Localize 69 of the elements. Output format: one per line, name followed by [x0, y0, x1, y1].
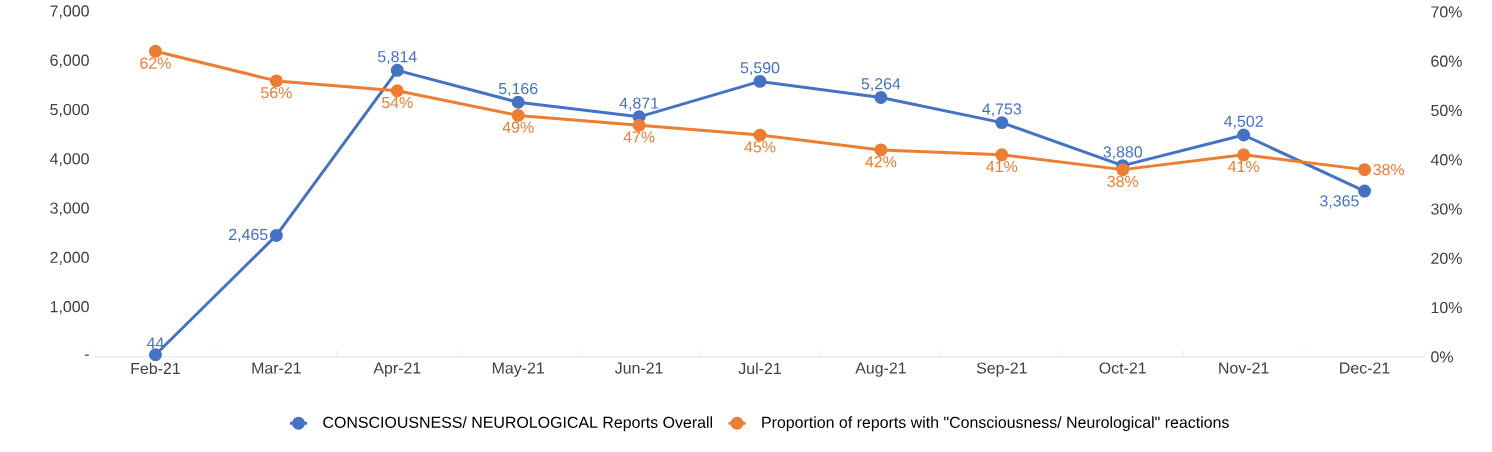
data-label: 3,365 [1320, 195, 1359, 209]
y-tick-label: 7,000 [50, 5, 89, 19]
y2-tick-label: 50% [1431, 104, 1462, 117]
data-label: 62% [140, 57, 171, 69]
data-label: 2,465 [229, 228, 268, 243]
y-tick-label: 5,000 [50, 103, 89, 118]
point [874, 143, 888, 157]
x-tick-label: Apr-21 [373, 362, 421, 377]
point [390, 84, 404, 98]
data-label: 3,880 [1103, 146, 1143, 160]
legend-label: Proportion of reports with "Consciousness/ Neurological" reactions [762, 416, 1229, 432]
data-label: 42% [865, 156, 897, 168]
x-tick-label: Mar-21 [252, 362, 301, 374]
y-tick-label: 4,000 [49, 153, 89, 167]
data-label: 45% [744, 141, 776, 153]
point [632, 118, 646, 132]
point [511, 95, 525, 109]
point [269, 74, 283, 88]
y2-tick-label: 0% [1431, 351, 1453, 363]
x-tick-label: Sep-21 [976, 362, 1027, 377]
y-tick-label: 3,000 [50, 202, 89, 216]
data-label: 4,753 [982, 103, 1022, 117]
data-label: 44 [146, 337, 164, 349]
y-tick-label: - [84, 354, 89, 356]
x-tick-label: Aug-21 [855, 362, 906, 377]
point [753, 74, 767, 88]
point [1237, 148, 1251, 162]
data-label: 38% [1107, 175, 1139, 188]
y-tick-label: 6,000 [50, 54, 89, 68]
point [1237, 128, 1251, 142]
point [874, 91, 888, 104]
point [148, 348, 162, 362]
data-label: 41% [1228, 161, 1260, 173]
data-label: 5,590 [740, 62, 780, 76]
x-tick-label: Feb-21 [131, 362, 180, 375]
legend-label: CONSCIOUSNESS/ NEUROLOGICAL Reports Overall [323, 416, 712, 432]
data-label: 4,502 [1224, 115, 1263, 129]
point [1358, 163, 1372, 177]
x-tick-label: Nov-21 [1219, 362, 1269, 374]
point [269, 228, 283, 242]
data-label: 5,814 [377, 51, 417, 65]
data-label: 47% [623, 131, 655, 143]
x-tick-label: Dec-21 [1340, 362, 1390, 374]
data-label: 5,264 [861, 78, 901, 92]
point [148, 44, 162, 58]
point [1358, 184, 1372, 198]
x-tick-label: May-21 [492, 362, 544, 377]
y2-tick-label: 70% [1431, 6, 1462, 18]
y2-tick-label: 10% [1431, 302, 1462, 314]
y2-tick-label: 60% [1431, 55, 1462, 67]
point [511, 108, 525, 122]
y2-tick-label: 20% [1431, 252, 1462, 265]
x-tick-label: Jul-21 [738, 362, 781, 375]
data-label: 38% [1373, 164, 1405, 176]
point [995, 148, 1009, 162]
y-tick-label: 1,000 [50, 301, 89, 315]
data-label: 54% [381, 96, 413, 109]
point [995, 116, 1009, 130]
data-label: 5,166 [498, 82, 538, 97]
data-label: 4,871 [619, 97, 659, 111]
data-label: 49% [502, 121, 534, 133]
x-tick-label: Oct-21 [1099, 362, 1146, 374]
point [753, 128, 767, 142]
y2-tick-label: 40% [1430, 154, 1462, 166]
y2-tick-label: 30% [1431, 203, 1462, 215]
y-tick-label: 2,000 [50, 251, 89, 265]
data-label: 56% [261, 87, 292, 99]
x-tick-label: Jun-21 [614, 362, 663, 374]
data-label: 41% [986, 161, 1018, 173]
